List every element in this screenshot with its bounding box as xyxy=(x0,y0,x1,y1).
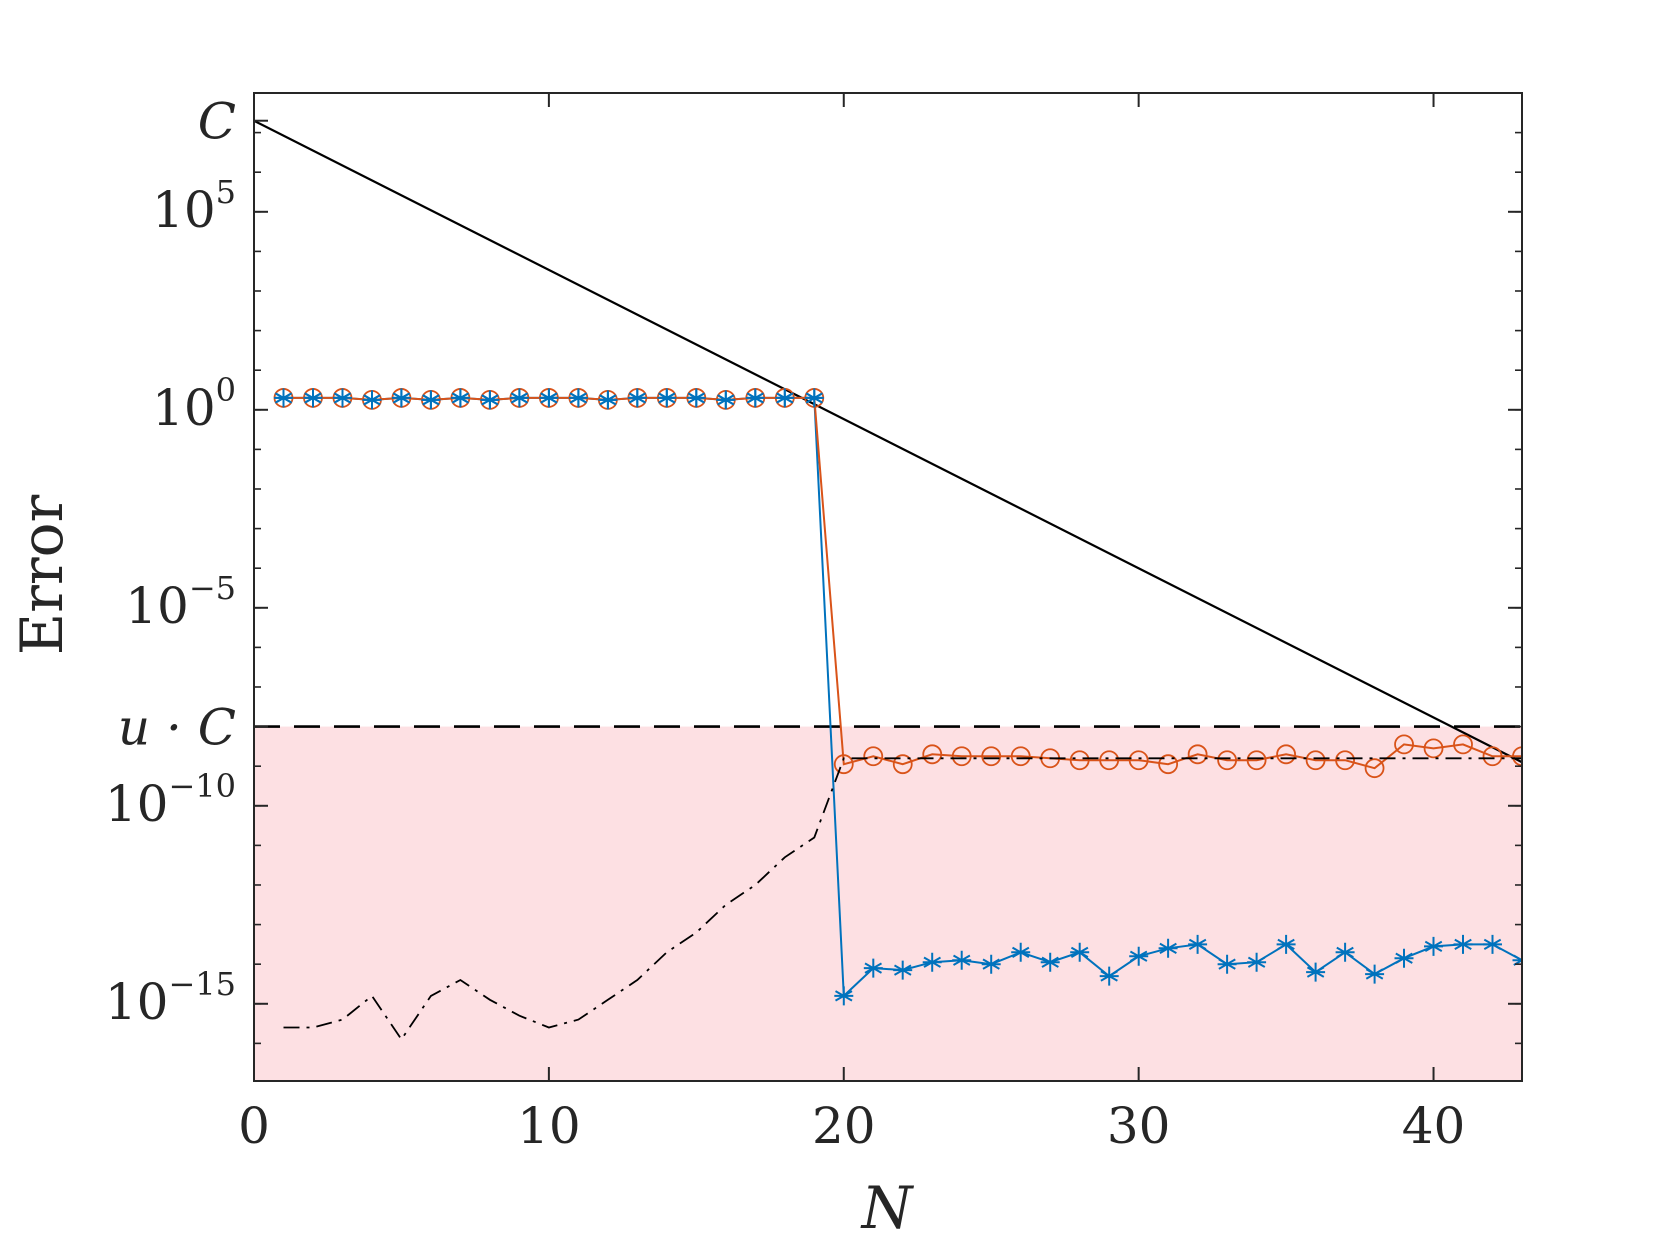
series-1-point xyxy=(863,746,884,767)
series-0-point xyxy=(1276,934,1296,954)
series-0-point xyxy=(1247,952,1267,972)
series-0-point xyxy=(952,950,972,970)
series-1-point xyxy=(1158,754,1179,775)
y-special-label: u · C xyxy=(118,699,236,757)
data-layer xyxy=(254,119,1522,1042)
series-0-point-overlay xyxy=(568,388,588,408)
series-0-point xyxy=(1306,962,1326,982)
series-1-point xyxy=(1512,746,1522,767)
y-tick-base: 10 xyxy=(152,379,216,437)
series-1-point xyxy=(892,754,913,775)
series-0-point xyxy=(1040,952,1060,972)
series-0-point-overlay xyxy=(716,390,736,410)
series-1-point xyxy=(981,746,1002,767)
y-tick-base: 10 xyxy=(125,577,189,635)
series-0-point-overlay xyxy=(775,388,795,408)
y-tick-exponent: 0 xyxy=(216,371,236,409)
series-0-point-overlay xyxy=(333,388,352,408)
series-0-point xyxy=(1394,948,1414,968)
series-0-point xyxy=(922,952,942,972)
y-tick-exponent: −10 xyxy=(168,767,236,805)
series-1-point xyxy=(1246,750,1267,771)
series-1-point xyxy=(922,744,943,765)
series-0-point xyxy=(981,954,1001,974)
series-1-point xyxy=(1394,734,1414,755)
series-1-point xyxy=(1453,734,1473,755)
series-0-point-overlay xyxy=(274,388,293,408)
series-1-point xyxy=(1187,744,1208,765)
series-0-point xyxy=(1011,942,1031,962)
series-0-point-overlay xyxy=(627,388,647,408)
series-0-point xyxy=(863,958,883,978)
series-0-point xyxy=(1483,934,1502,954)
x-axis-label: N xyxy=(860,1174,915,1242)
series-0-point-overlay xyxy=(686,388,706,408)
series-0-point-overlay xyxy=(657,388,677,408)
series-0-point xyxy=(1365,964,1385,984)
axes-box xyxy=(253,92,1523,1082)
series-0-point xyxy=(1424,936,1443,956)
series-1-point xyxy=(1276,744,1296,765)
series-0-point xyxy=(1099,966,1119,986)
y-tick-label: 10−10 xyxy=(105,767,236,833)
series-0-point xyxy=(1070,942,1090,962)
x-tick-label: 30 xyxy=(1107,1097,1171,1155)
y-tick-exponent: −5 xyxy=(189,569,236,607)
series-0-point xyxy=(893,960,913,980)
series-0-point xyxy=(1158,938,1178,958)
series-0-point xyxy=(1217,954,1237,974)
series-1-point xyxy=(833,754,854,775)
shaded-region xyxy=(254,726,1522,1081)
x-tick-label: 40 xyxy=(1402,1097,1466,1155)
series-0-point xyxy=(1335,942,1355,962)
series-0-point xyxy=(1129,946,1149,966)
series-1-point xyxy=(1423,738,1444,759)
y-tick-label: 100 xyxy=(152,371,236,437)
series-1-point xyxy=(1482,746,1503,767)
x-tick-label: 20 xyxy=(812,1097,876,1155)
y-tick-exponent: −15 xyxy=(168,965,236,1003)
plot-area xyxy=(254,119,1522,1081)
series-0-point-overlay xyxy=(598,390,618,410)
series-0-point-overlay xyxy=(362,390,382,410)
x-tick-label: 0 xyxy=(238,1097,270,1155)
series-1-point xyxy=(1128,750,1149,771)
series-0-point-overlay xyxy=(509,388,529,408)
y-tick-label: 10−15 xyxy=(105,965,236,1031)
y-tick-base: 10 xyxy=(152,181,216,239)
series-1-point xyxy=(1010,746,1031,767)
series-1-point xyxy=(1335,750,1355,771)
series-1-point xyxy=(1217,750,1238,771)
series-0-point-overlay xyxy=(804,388,824,408)
series-2-line xyxy=(283,757,1522,1042)
series-0-point-overlay xyxy=(450,388,470,408)
series-1-point xyxy=(1305,750,1326,771)
series-0-point-overlay xyxy=(421,390,441,410)
y-tick-exponent: 5 xyxy=(216,173,236,211)
x-tick-label: 10 xyxy=(517,1097,581,1155)
series-1-point xyxy=(1364,758,1385,779)
y-special-label: C xyxy=(198,93,236,151)
series-1-point xyxy=(1069,750,1090,771)
series-0-point xyxy=(1188,934,1208,954)
y-tick-label: 10−5 xyxy=(125,569,236,635)
series-0-point-overlay xyxy=(745,388,765,408)
bound-line xyxy=(254,119,1522,764)
series-0-point-overlay xyxy=(303,388,323,408)
series-0-point xyxy=(834,986,854,1006)
series-0-point-overlay xyxy=(480,390,500,410)
series-0-point xyxy=(1453,934,1473,954)
series-0-point-overlay xyxy=(539,388,559,408)
series-0-point-overlay xyxy=(391,388,411,408)
series-1-point xyxy=(1099,750,1120,771)
y-axis-label: Error xyxy=(8,495,76,656)
y-tick-base: 10 xyxy=(105,775,169,833)
series-1-point xyxy=(951,746,972,767)
y-tick-base: 10 xyxy=(105,973,169,1031)
y-tick-label: 105 xyxy=(152,173,236,239)
